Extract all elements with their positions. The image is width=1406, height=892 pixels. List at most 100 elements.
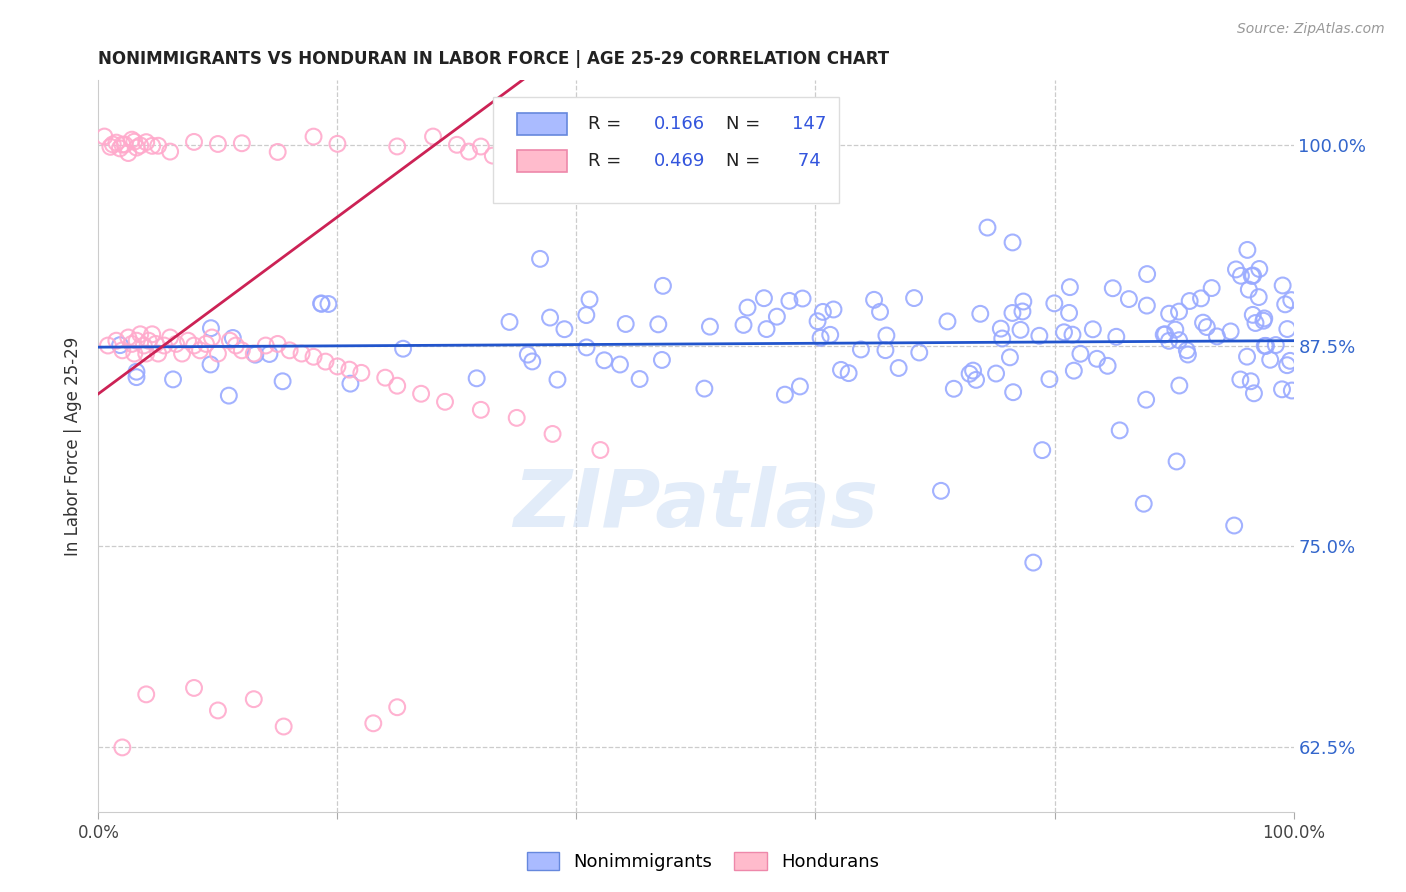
Point — [516, 348, 538, 362]
Point — [1059, 280, 1081, 294]
Point — [1244, 316, 1267, 330]
Point — [1132, 497, 1154, 511]
Point — [936, 314, 959, 328]
Point — [135, 346, 157, 360]
Point — [1168, 333, 1191, 347]
Text: 147: 147 — [792, 115, 825, 133]
Point — [145, 337, 167, 351]
Point — [1062, 327, 1084, 342]
Point — [1069, 347, 1091, 361]
Point — [984, 367, 1007, 381]
Point — [481, 148, 505, 162]
Point — [575, 340, 598, 354]
Point — [183, 338, 205, 352]
Point — [385, 378, 409, 392]
Point — [1240, 374, 1263, 388]
Point — [1053, 325, 1076, 339]
Point — [589, 443, 612, 458]
Point — [1031, 443, 1053, 458]
Point — [529, 252, 551, 266]
Point — [752, 291, 775, 305]
Point — [1236, 350, 1258, 364]
Point — [200, 321, 222, 335]
Point — [1001, 235, 1024, 250]
Point — [1281, 384, 1303, 398]
Point — [789, 379, 811, 393]
Point — [1247, 290, 1270, 304]
Point — [1236, 243, 1258, 257]
Point — [326, 136, 349, 151]
Point — [1081, 322, 1104, 336]
Point — [162, 372, 184, 386]
Point — [392, 342, 415, 356]
Text: 0.469: 0.469 — [654, 152, 706, 169]
Point — [1164, 323, 1187, 337]
Point — [1154, 327, 1177, 342]
Point — [97, 338, 120, 352]
Point — [245, 348, 267, 362]
Point — [1168, 304, 1191, 318]
Text: N =: N = — [725, 152, 772, 169]
Point — [101, 137, 124, 152]
Point — [231, 343, 253, 358]
Point — [628, 372, 651, 386]
Point — [278, 343, 301, 358]
Point — [125, 365, 148, 379]
Point — [315, 354, 337, 368]
Point — [942, 382, 965, 396]
Point — [546, 373, 568, 387]
Point — [498, 315, 520, 329]
Point — [1012, 294, 1035, 309]
Point — [138, 334, 160, 348]
Text: R =: R = — [589, 115, 633, 133]
Point — [207, 346, 229, 360]
Point — [1166, 454, 1188, 468]
Point — [271, 374, 294, 388]
Point — [121, 337, 143, 351]
Point — [652, 278, 675, 293]
Point — [108, 141, 131, 155]
Point — [243, 692, 266, 706]
Point — [141, 327, 163, 342]
Point — [1271, 382, 1294, 396]
Point — [1010, 323, 1032, 337]
Legend: Nonimmigrants, Hondurans: Nonimmigrants, Hondurans — [520, 846, 886, 879]
Point — [1157, 334, 1180, 348]
Point — [1085, 351, 1108, 366]
Point — [1253, 314, 1275, 328]
Point — [105, 136, 128, 150]
Point — [818, 327, 841, 342]
Point — [108, 338, 131, 352]
Point — [374, 370, 396, 384]
Point — [908, 345, 931, 359]
Point — [823, 302, 845, 317]
Point — [1264, 338, 1286, 352]
Point — [609, 358, 631, 372]
Point — [195, 337, 218, 351]
Point — [1206, 329, 1229, 343]
Point — [1153, 327, 1175, 342]
Point — [326, 359, 349, 374]
Point — [129, 327, 152, 342]
Point — [1001, 306, 1024, 320]
Point — [254, 338, 277, 352]
Point — [1253, 311, 1275, 326]
Point — [121, 133, 143, 147]
Point — [411, 386, 433, 401]
Point — [1225, 262, 1247, 277]
Point — [863, 293, 886, 307]
Point — [222, 331, 245, 345]
Point — [506, 410, 529, 425]
Point — [111, 137, 134, 152]
Point — [699, 319, 721, 334]
Point — [830, 363, 852, 377]
Point — [1028, 328, 1050, 343]
Point — [385, 139, 409, 153]
Point — [350, 366, 373, 380]
Point — [1168, 378, 1191, 392]
Point — [231, 136, 253, 151]
Point — [575, 308, 598, 322]
Point — [267, 337, 290, 351]
Point — [339, 376, 361, 391]
Point — [302, 129, 325, 144]
